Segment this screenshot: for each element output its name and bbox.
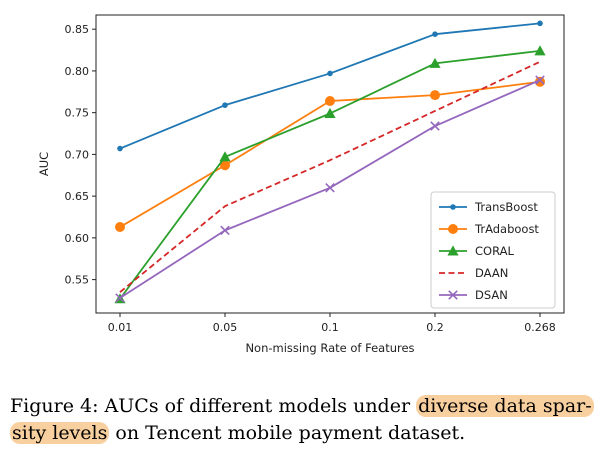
legend-label-coral: CORAL (475, 244, 514, 258)
y-tick-label: 0.65 (65, 190, 90, 203)
legend-marker-tradaboost (448, 224, 458, 234)
series-line-transboost (119, 22, 541, 150)
y-axis-ticks: 0.55 0.60 0.65 0.70 0.75 0.80 0.85 (65, 23, 96, 287)
data-point-tradaboost (535, 76, 545, 87)
y-axis-label: AUC (37, 152, 51, 176)
x-tick-label: 0.2 (426, 321, 444, 334)
caption-highlight-2: sity levels (10, 422, 110, 444)
data-point-transboost (222, 102, 228, 108)
series-dsan (115, 75, 545, 303)
data-point-tradaboost (115, 222, 125, 233)
legend-box (430, 191, 556, 309)
legend-label-transboost: TransBoost (474, 200, 538, 214)
series-layer (114, 20, 546, 304)
data-point-transboost (537, 20, 543, 27)
legend-label-daan: DAAN (475, 266, 508, 280)
data-point-coral (534, 45, 546, 56)
series-line-daan (119, 60, 541, 293)
legend-marker-coral (447, 245, 459, 256)
y-tick-label: 0.60 (65, 232, 90, 245)
series-daan (119, 60, 541, 293)
caption-highlight-1: diverse data spar- (416, 395, 594, 417)
data-point-tradaboost (220, 160, 230, 171)
auc-line-chart: 0.55 0.60 0.65 0.70 0.75 0.80 0.85 0.01 0.05 0.1… (37, 14, 565, 355)
data-point-coral (219, 151, 231, 162)
legend: TransBoost TrAdaboost CORAL DAAN DSAN (430, 191, 556, 309)
x-tick-label: 0.1 (321, 321, 339, 334)
series-tradaboost (115, 76, 545, 233)
x-tick-label: 0.268 (524, 321, 556, 334)
data-point-dsan (535, 75, 545, 85)
y-tick-label: 0.55 (65, 274, 90, 287)
data-point-transboost (327, 70, 333, 77)
data-point-coral (324, 107, 336, 118)
data-point-transboost (432, 31, 438, 37)
data-point-dsan (220, 225, 230, 236)
data-point-dsan (430, 121, 440, 131)
caption-prefix: Figure 4: AUCs of different models under (10, 395, 417, 417)
legend-marker-transboost (450, 204, 456, 210)
x-axis-ticks: 0.01 0.05 0.1 0.2 0.268 (108, 313, 556, 334)
x-axis-label: Non-missing Rate of Features (245, 341, 414, 355)
legend-label-tradaboost: TrAdaboost (474, 222, 539, 236)
y-tick-label: 0.80 (65, 65, 90, 78)
legend-marker-dsan (448, 290, 458, 300)
data-point-tradaboost (325, 95, 335, 106)
x-tick-label: 0.05 (213, 321, 238, 334)
x-tick-label: 0.01 (108, 321, 133, 334)
figure-caption: Figure 4: AUCs of different models under… (10, 393, 598, 447)
data-point-dsan (325, 183, 335, 193)
y-tick-label: 0.75 (65, 107, 90, 120)
y-tick-label: 0.85 (65, 23, 90, 36)
data-point-transboost (117, 145, 123, 152)
series-transboost (117, 20, 543, 152)
caption-suffix: on Tencent mobile payment dataset. (109, 422, 466, 444)
data-point-coral (429, 57, 441, 68)
data-point-tradaboost (430, 90, 440, 101)
y-tick-label: 0.70 (65, 148, 90, 161)
legend-label-dsan: DSAN (475, 288, 508, 302)
data-point-dsan (115, 293, 125, 303)
